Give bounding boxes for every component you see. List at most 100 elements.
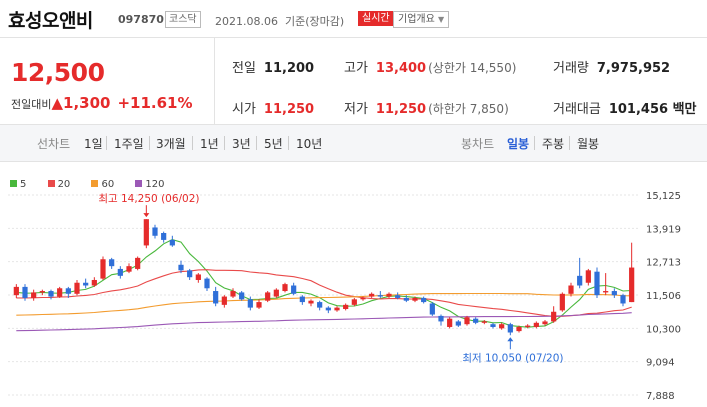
candle-body [308, 300, 314, 304]
high-price: 고가 13,400 (상한가 14,550) [344, 61, 517, 76]
prev-close: 전일 11,200 [232, 61, 315, 76]
candle-body [22, 286, 28, 298]
legend-ma20: 20 [47, 179, 80, 190]
price-change: 전일대비▲1,300 +11.61% [11, 94, 193, 112]
candle-body [265, 292, 271, 301]
candle-weekly[interactable]: 주봉 [542, 137, 565, 151]
ma5-line [16, 239, 632, 328]
candle-body [559, 293, 565, 311]
candle-body [65, 288, 71, 294]
candle-body [39, 291, 45, 293]
candle-body [490, 324, 496, 327]
period-3m[interactable]: 3개월 [156, 137, 186, 151]
candle-body [551, 311, 557, 322]
candle-body [239, 292, 245, 300]
candle-chart-label[interactable]: 봉차트 [461, 137, 495, 151]
candle-body [620, 295, 626, 304]
candle-body [187, 270, 193, 278]
candle-body [31, 292, 37, 298]
candle-body [464, 317, 470, 325]
candle-body [57, 288, 63, 297]
legend-ma60: 60 [91, 179, 123, 190]
legend-ma120: 120 [135, 179, 173, 190]
divider [224, 136, 225, 150]
candle-body [74, 282, 80, 294]
candle-body [299, 296, 305, 303]
y-tick-label: 12,713 [646, 258, 681, 269]
candle-body [386, 293, 392, 297]
y-tick-label: 7,888 [646, 391, 675, 402]
candle-daily[interactable]: 일봉 [507, 137, 530, 151]
max-arrow-head [143, 213, 150, 218]
divider [149, 136, 150, 150]
period-1w[interactable]: 1주일 [114, 137, 144, 151]
divider [288, 136, 289, 150]
candle-body [325, 307, 331, 311]
divider [569, 136, 570, 150]
candle-body [221, 296, 227, 305]
candle-body [421, 297, 427, 303]
divider [106, 136, 107, 150]
candle-body [525, 325, 531, 327]
candle-monthly[interactable]: 월봉 [577, 137, 600, 151]
ma60-line [16, 292, 632, 316]
min-arrow-head [507, 337, 514, 342]
candle-body [360, 297, 366, 300]
candle-body [377, 295, 383, 297]
candle-body [204, 278, 210, 289]
period-1y[interactable]: 1년 [200, 137, 219, 151]
stock-name: 효성오앤비 [8, 10, 93, 32]
chart-toolbar: 선차트 1일 1주일 3개월 1년 3년 5년 10년 봉차트 일봉 주봉 월봉 [0, 125, 707, 162]
candle-body [568, 285, 574, 294]
candle-body [126, 266, 132, 272]
period-5y[interactable]: 5년 [264, 137, 283, 151]
divider [192, 136, 193, 150]
candle-body [256, 302, 262, 308]
company-info-dropdown[interactable]: 기업개요 ▼ [393, 11, 450, 28]
candle-body [100, 259, 106, 279]
candle-body [334, 307, 340, 311]
candle-body [499, 324, 505, 329]
low-price: 저가 11,250 (하한가 7,850) [344, 102, 509, 117]
y-tick-label: 10,300 [646, 324, 681, 335]
candle-body [230, 291, 236, 297]
candle-body [429, 303, 435, 315]
chart-legend: 5 20 60 120 [10, 179, 183, 190]
candle-body [282, 284, 288, 292]
y-tick-label: 13,919 [646, 224, 681, 235]
candle-body [213, 291, 219, 304]
candle-body [135, 257, 141, 269]
candle-body [152, 227, 158, 236]
candle-body [542, 321, 548, 325]
candle-body [91, 279, 97, 286]
trade-amount: 거래대금 101,456 백만 [553, 102, 697, 117]
realtime-button[interactable]: 실시간 [358, 11, 394, 26]
y-tick-label: 9,094 [646, 358, 675, 369]
candle-body [438, 315, 444, 322]
candle-body [83, 282, 89, 286]
candlestick-chart: 15,125 13,919 12,713 11,506 10,300 9,094 7,888… [8, 191, 681, 402]
candle-body [178, 264, 184, 271]
market-badge: 코스닥 [165, 11, 201, 28]
candle-body [577, 275, 583, 286]
ma20-line [16, 269, 632, 317]
period-3y[interactable]: 3년 [232, 137, 251, 151]
candle-body [351, 299, 357, 305]
candle-body [447, 318, 453, 327]
period-10y[interactable]: 10년 [296, 137, 323, 151]
candle-body [473, 318, 479, 323]
candle-body [273, 289, 279, 297]
line-chart-label[interactable]: 선차트 [37, 137, 71, 151]
candle-body [516, 326, 522, 332]
candle-body [629, 267, 635, 303]
candle-body [13, 286, 19, 296]
ma120-line [16, 312, 632, 332]
period-1d[interactable]: 1일 [84, 137, 103, 151]
candle-body [403, 297, 409, 301]
stock-code: 097870 [118, 13, 164, 26]
candle-body [109, 259, 115, 267]
volume: 거래량 7,975,952 [553, 61, 671, 76]
candle-body [195, 274, 201, 280]
candle-body [594, 271, 600, 296]
y-tick-label: 15,125 [646, 191, 681, 202]
